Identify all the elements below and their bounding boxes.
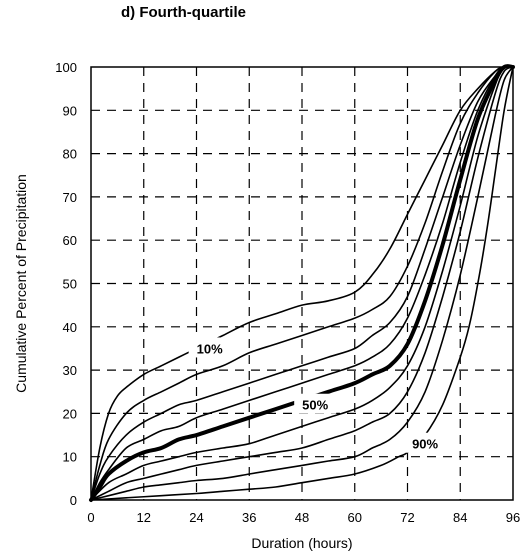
y-axis-title: Cumulative Percent of Precipitation (13, 174, 29, 393)
series-line (90, 65, 514, 501)
x-tick-label: 48 (295, 510, 309, 525)
tick-labels: 0 12 24 36 48 60 72 84 96 0 10 20 30 40 50 60 70 80 90 100 (55, 60, 520, 525)
series-line (90, 66, 514, 501)
series-line (90, 66, 514, 501)
x-tick-label: 96 (506, 510, 520, 525)
series-line (90, 66, 514, 501)
curve-label: 10% (197, 341, 223, 356)
y-tick-label: 40 (63, 320, 77, 335)
plot-frame (90, 66, 514, 501)
series-line (90, 65, 514, 501)
y-tick-label: 20 (63, 406, 77, 421)
y-tick-label: 80 (63, 147, 77, 162)
x-axis-title: Duration (hours) (251, 535, 352, 551)
y-tick-label: 90 (63, 103, 77, 118)
y-tick-label: 10 (63, 450, 77, 465)
chart-title: d) Fourth-quartile (121, 4, 246, 21)
curve-labels: 10% 50% 90% (188, 337, 447, 453)
y-tick-label: 0 (70, 493, 77, 508)
series-line (90, 65, 514, 501)
y-tick-label: 50 (63, 277, 77, 292)
series-group (89, 64, 515, 502)
series-line (90, 65, 514, 501)
curve-label-bg (404, 432, 447, 453)
grid-lines (91, 67, 513, 500)
y-tick-label: 60 (63, 233, 77, 248)
y-tick-label: 100 (55, 60, 77, 75)
x-tick-label: 36 (242, 510, 256, 525)
x-tick-label: 60 (348, 510, 362, 525)
y-tick-label: 70 (63, 190, 77, 205)
x-tick-label: 72 (400, 510, 414, 525)
curve-label: 50% (302, 398, 328, 413)
x-tick-label: 12 (137, 510, 151, 525)
series-line (90, 64, 514, 501)
x-tick-label: 0 (87, 510, 94, 525)
x-tick-label: 24 (189, 510, 203, 525)
y-tick-label: 30 (63, 363, 77, 378)
curve-label: 90% (412, 437, 438, 452)
curve-label-bg (294, 393, 337, 414)
x-tick-label: 84 (453, 510, 467, 525)
curve-label-bg (188, 337, 231, 358)
